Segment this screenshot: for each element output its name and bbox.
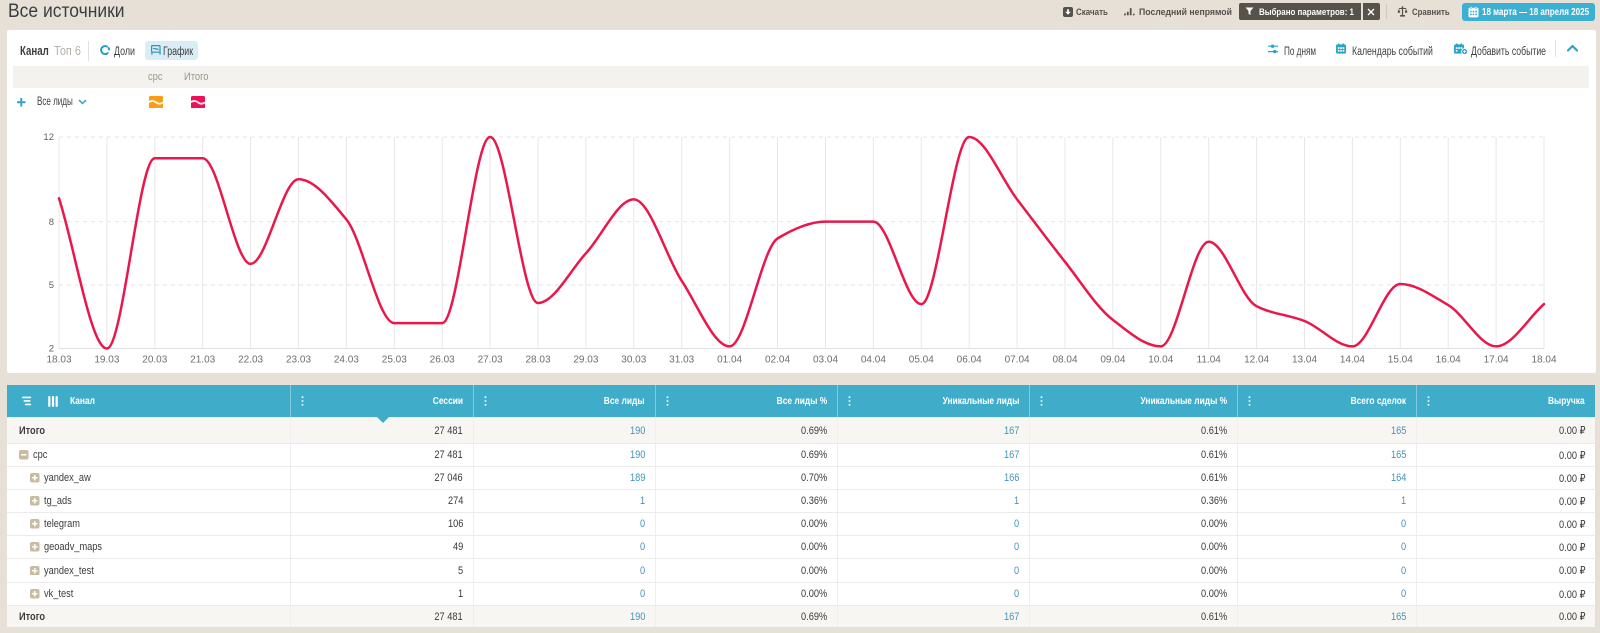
svg-text:17.04: 17.04 — [1484, 355, 1509, 366]
svg-text:30.03: 30.03 — [621, 355, 646, 366]
svg-text:06.04: 06.04 — [957, 355, 982, 366]
svg-text:21.03: 21.03 — [190, 355, 215, 366]
svg-text:27.03: 27.03 — [478, 355, 503, 366]
svg-text:16.04: 16.04 — [1436, 355, 1461, 366]
svg-text:18.04: 18.04 — [1531, 355, 1556, 366]
svg-text:22.03: 22.03 — [238, 355, 263, 366]
svg-text:31.03: 31.03 — [669, 355, 694, 366]
svg-text:19.03: 19.03 — [94, 355, 119, 366]
svg-text:13.04: 13.04 — [1292, 355, 1317, 366]
svg-text:18.03: 18.03 — [46, 355, 71, 366]
svg-text:08.04: 08.04 — [1052, 355, 1077, 366]
svg-text:12: 12 — [43, 132, 54, 143]
svg-text:23.03: 23.03 — [286, 355, 311, 366]
svg-text:12.04: 12.04 — [1244, 355, 1269, 366]
svg-text:01.04: 01.04 — [717, 355, 742, 366]
svg-text:14.04: 14.04 — [1340, 355, 1365, 366]
svg-text:07.04: 07.04 — [1005, 355, 1030, 366]
svg-text:09.04: 09.04 — [1100, 355, 1125, 366]
svg-text:11.04: 11.04 — [1197, 355, 1222, 366]
svg-text:25.03: 25.03 — [382, 355, 407, 366]
svg-text:29.03: 29.03 — [573, 355, 598, 366]
svg-text:5: 5 — [49, 280, 54, 291]
svg-text:02.04: 02.04 — [765, 355, 790, 366]
svg-text:20.03: 20.03 — [142, 355, 167, 366]
svg-text:15.04: 15.04 — [1388, 355, 1413, 366]
svg-text:2: 2 — [49, 344, 54, 355]
svg-text:05.04: 05.04 — [909, 355, 934, 366]
svg-text:24.03: 24.03 — [334, 355, 359, 366]
svg-text:8: 8 — [49, 217, 54, 228]
svg-text:26.03: 26.03 — [430, 355, 455, 366]
svg-text:03.04: 03.04 — [813, 355, 838, 366]
svg-text:10.04: 10.04 — [1148, 355, 1173, 366]
svg-text:28.03: 28.03 — [525, 355, 550, 366]
svg-text:04.04: 04.04 — [861, 355, 886, 366]
